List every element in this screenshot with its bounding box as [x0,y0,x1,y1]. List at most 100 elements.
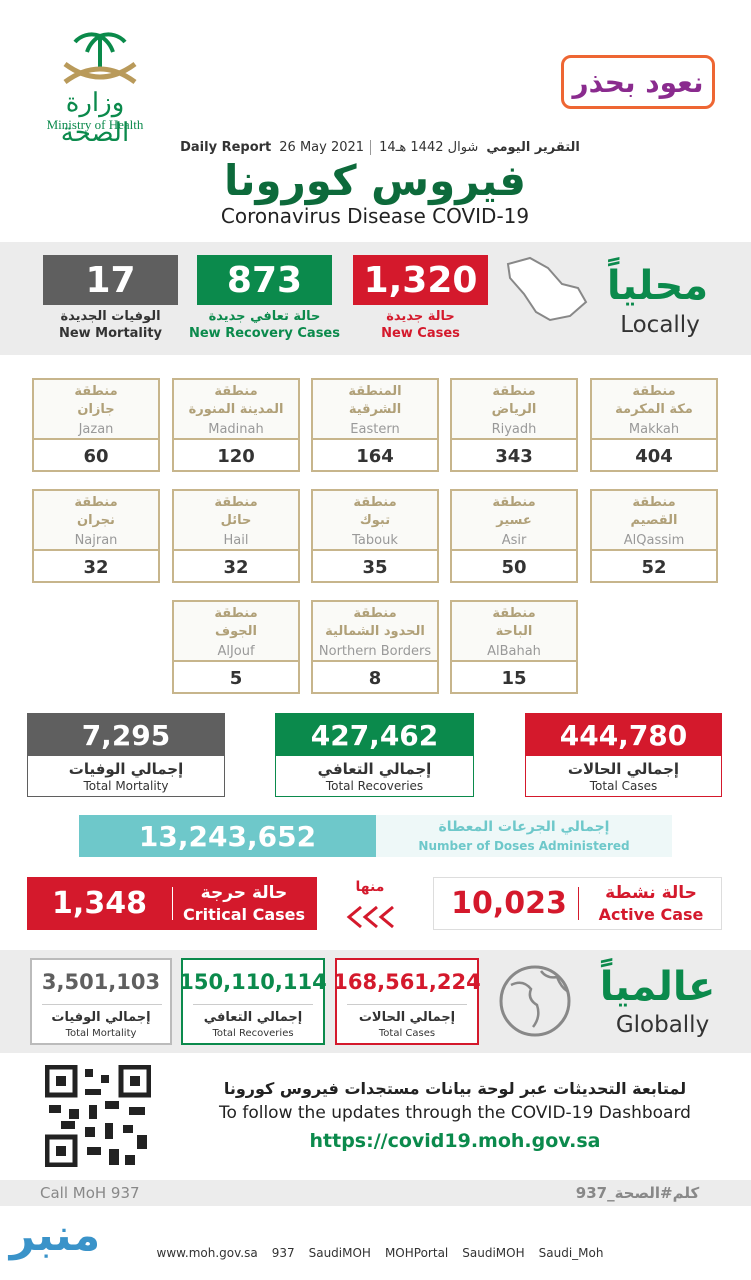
social-item: www.moh.gov.sa [156,1246,258,1260]
region-name-ar: الجوف [215,623,257,639]
region-name-en: AlJouf [217,643,255,659]
region-name-en: Jazan [78,421,114,437]
active-en: Active Case [598,904,704,924]
total-ar: إجمالي الوفيات [68,760,184,778]
campaign-badge: نعود بحذر [561,55,715,109]
social-item: SaudiMOH [308,1246,371,1260]
report-part: التقرير اليومي [486,139,580,155]
region-name-en: Tabouk [352,532,398,548]
follow-en: To follow the updates through the COVID-… [219,1103,691,1123]
local-stat-value: 1,320 [353,255,488,305]
region-prefix: منطقة [492,494,536,510]
report-line: Daily Report 26 May 2021 14شوال 1442 هـ الت… [170,137,590,157]
region-prefix: منطقة [632,383,676,399]
region-top-bg [452,602,576,662]
local-label-en: Locally [620,312,700,338]
region-prefix: منطقة [492,605,536,621]
region-card: منطقة الحدود الشمالية Northern Borders 8 [311,600,439,694]
region-prefix: منطقة [214,605,258,621]
region-name-en: Riyadh [491,421,537,437]
local-stat-en: New Cases [381,325,460,341]
region-prefix: منطقة [353,494,397,510]
saudi-map-icon [506,256,588,322]
global-ar: إجمالي التعافي [203,1009,303,1025]
campaign-text: نعود بحذر [572,65,704,99]
arrows-icon [346,905,394,929]
region-value: 32 [83,556,109,578]
social-row: www.moh.gov.sa 937 SaudiMOH MOHPortal SaudiM… [110,1242,650,1264]
region-name-en: Northern Borders [318,643,432,659]
global-en: Total Cases [378,1027,436,1039]
region-name-ar: عسير [496,512,532,528]
region-prefix: المنطقة [348,383,402,399]
social-item: SaudiMOH [462,1246,525,1260]
local-stat-value: 873 [197,255,332,305]
region-value: 50 [501,556,527,578]
global-ar: إجمالي الوفيات [51,1009,151,1025]
total-box: 427,462 إجمالي التعافي Total Recoveries [275,713,474,797]
region-top-bg [313,380,437,440]
region-prefix: منطقة [74,383,118,399]
critical-en: Critical Cases [182,904,306,924]
region-prefix: منطقة [632,494,676,510]
total-en: Total Cases [589,779,658,793]
region-prefix: منطقة [74,494,118,510]
bottom-bar [0,1180,751,1206]
total-value: 427,462 [276,714,473,756]
region-top-bg [592,491,716,551]
social-item: Saudi_Moh [538,1246,604,1260]
region-card: منطقة القصيم AlQassim 52 [590,489,718,583]
region-card: منطقة تبوك Tabouk 35 [311,489,439,583]
region-card: منطقة حائل Hail 32 [172,489,300,583]
region-top-bg [452,380,576,440]
global-value: 150,110,114 [179,970,327,994]
total-ar: إجمالي التعافي [317,760,432,778]
region-name-ar: تبوك [359,512,391,528]
call-moh: Call MoH 937 [40,1184,140,1202]
active-value: 10,023 [451,886,567,921]
region-top-bg [592,380,716,440]
critical-divider [172,887,173,920]
title-ar: فيروس كورونا [223,155,527,205]
region-name-ar: حائل [220,512,252,528]
global-label-en: Globally [615,1012,710,1038]
local-label-ar: محلياً [606,263,709,309]
total-box: 444,780 إجمالي الحالات Total Cases [525,713,722,797]
global-divider [193,1004,313,1005]
critical-value: 1,348 [52,886,147,921]
local-stat-ar: حالة جديدة [386,308,455,324]
region-value: 60 [83,445,109,467]
report-part: 26 May 2021 [279,139,372,155]
region-name-ar: الشرقية [348,401,402,417]
region-prefix: منطقة [214,383,258,399]
region-card: منطقة الرياض Riyadh 343 [450,378,578,472]
region-value: 164 [356,445,394,467]
active-ar: حالة نشطة [605,883,697,903]
region-value: 35 [362,556,388,578]
region-card: منطقة عسير Asir 50 [450,489,578,583]
social-item: MOHPortal [384,1246,449,1260]
global-box: 3,501,103 إجمالي الوفيات Total Mortality [30,958,172,1045]
region-name-ar: نجران [77,512,115,528]
region-card: المنطقة الشرقية Eastern 164 [311,378,439,472]
region-name-ar: القصيم [630,512,678,528]
region-name-ar: الحدود الشمالية [325,623,425,639]
region-name-ar: جازان [77,401,115,417]
region-top-bg [174,491,298,551]
region-top-bg [34,491,158,551]
region-value: 343 [495,445,533,467]
region-value: 404 [635,445,673,467]
region-name-en: AlBahah [487,643,541,659]
doses-ar: إجمالي الجرعات المعطاة [438,819,610,835]
global-box: 168,561,224 إجمالي الحالات Total Cases [333,958,481,1045]
region-prefix: منطقة [353,605,397,621]
region-card: منطقة جازان Jazan 60 [32,378,160,472]
global-en: Total Recoveries [212,1027,294,1039]
region-name-ar: الرياض [491,401,537,417]
social-item: 937 [271,1246,295,1260]
doses-value: 13,243,652 [79,815,376,857]
region-card: منطقة نجران Najran 32 [32,489,160,583]
global-ar: إجمالي الحالات [358,1009,456,1025]
region-card: منطقة الجوف AlJouf 5 [172,600,300,694]
